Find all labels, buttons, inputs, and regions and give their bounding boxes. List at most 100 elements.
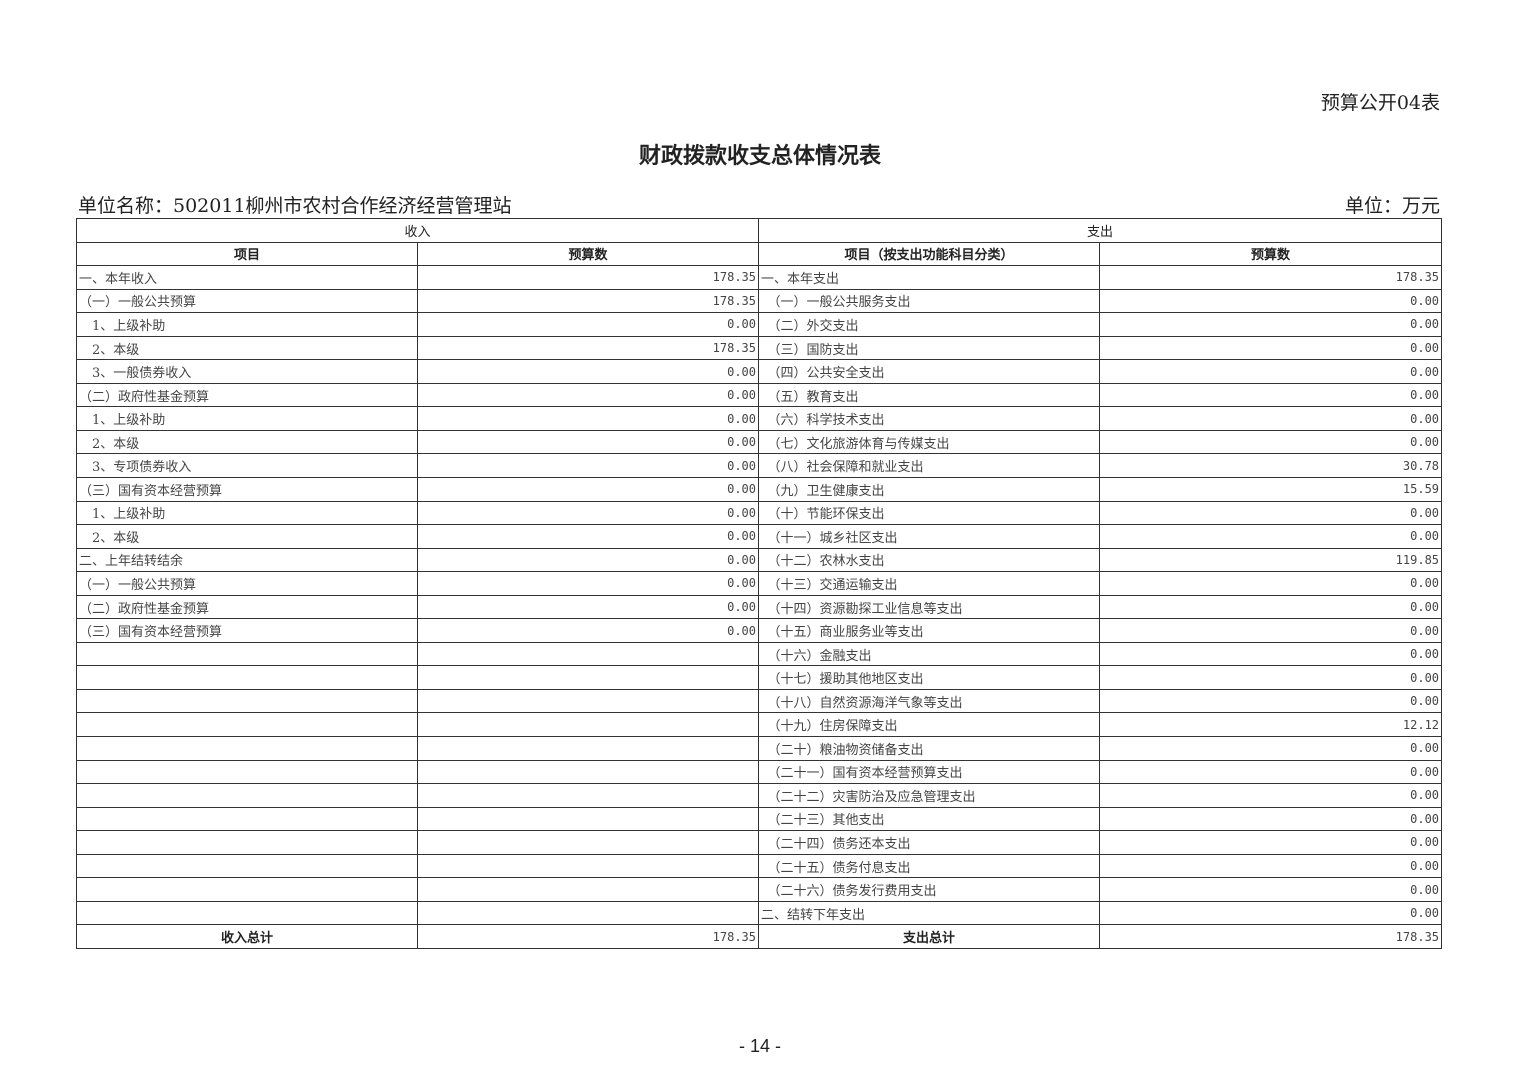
expense-value: 0.00 (1099, 665, 1443, 690)
income-item: （三）国有资本经营预算 (76, 618, 418, 643)
expense-value: 0.00 (1099, 571, 1443, 596)
income-value: 0.00 (416, 500, 760, 526)
expense-item: （四）公共安全支出 (758, 359, 1101, 384)
income-value (416, 665, 760, 690)
table-row: 2、本级 178.35 （三）国防支出 0.00 (76, 335, 1443, 361)
page-number: - 14 - (738, 1036, 781, 1056)
budget-table: 收入 支出 项目 预算数 项目（按支出功能科目分类） 预算数 一、本年收入 178… (75, 218, 1443, 949)
form-code: 预算公开04表 (1320, 92, 1440, 114)
expense-item: （五）教育支出 (758, 382, 1101, 408)
expense-total-label: 支出总计 (758, 924, 1101, 949)
income-item: 2、本级 (76, 524, 418, 549)
table-row: （二十）粮油物资储备支出 0.00 (76, 736, 1443, 761)
expense-item: （十七）援助其他地区支出 (758, 665, 1101, 690)
income-value: 0.00 (416, 618, 760, 643)
table-row: 2、本级 0.00 （七）文化旅游体育与传媒支出 0.00 (76, 429, 1443, 455)
expense-item: （一）一般公共服务支出 (758, 288, 1101, 314)
expense-item-header: 项目（按支出功能科目分类） (758, 241, 1101, 267)
expense-item: （十九）住房保障支出 (758, 712, 1101, 738)
table-row: （三）国有资本经营预算 0.00 （十五）商业服务业等支出 0.00 (76, 618, 1443, 643)
expense-item: 一、本年支出 (758, 265, 1101, 290)
income-value: 0.00 (416, 312, 760, 337)
income-item: 1、上级补助 (76, 312, 418, 337)
expense-value: 0.00 (1099, 524, 1443, 549)
expense-item: （十六）金融支出 (758, 641, 1101, 667)
income-value (416, 877, 760, 902)
table-row: 2、本级 0.00 （十一）城乡社区支出 0.00 (76, 524, 1443, 549)
income-value (416, 783, 760, 808)
table-row: （二十二）灾害防治及应急管理支出 0.00 (76, 783, 1443, 808)
table-row: （二十三）其他支出 0.00 (76, 806, 1443, 832)
income-total-label: 收入总计 (76, 924, 418, 949)
expense-value: 0.00 (1099, 783, 1443, 808)
page-title: 财政拨款收支总体情况表 (638, 143, 881, 169)
income-item (76, 712, 418, 738)
expense-item: （十）节能环保支出 (758, 500, 1101, 526)
expense-value: 15.59 (1099, 477, 1443, 502)
table-row: 1、上级补助 0.00 （六）科学技术支出 0.00 (76, 406, 1443, 431)
income-item: 2、本级 (76, 335, 418, 361)
expense-value: 0.00 (1099, 877, 1443, 902)
expense-item: （二十）粮油物资储备支出 (758, 736, 1101, 761)
expense-item: （二十三）其他支出 (758, 806, 1101, 832)
income-item: （二）政府性基金预算 (76, 382, 418, 408)
table-row: （二）政府性基金预算 0.00 （十四）资源勘探工业信息等支出 0.00 (76, 594, 1443, 620)
income-value: 0.00 (416, 382, 760, 408)
expense-value: 0.00 (1099, 406, 1443, 431)
income-item (76, 830, 418, 855)
expense-item: （二十二）灾害防治及应急管理支出 (758, 783, 1101, 808)
income-header: 收入 (75, 218, 760, 243)
income-value: 0.00 (416, 571, 760, 596)
income-value (416, 688, 760, 714)
income-item (76, 877, 418, 902)
income-value: 0.00 (416, 429, 760, 455)
income-value: 0.00 (416, 524, 760, 549)
column-header-row: 项目 预算数 项目（按支出功能科目分类） 预算数 (76, 241, 1443, 267)
income-item (76, 900, 418, 926)
table-row: （二十四）债务还本支出 0.00 (76, 830, 1443, 855)
expense-total-value: 178.35 (1099, 924, 1443, 949)
expense-value: 12.12 (1099, 712, 1443, 738)
expense-value: 0.00 (1099, 641, 1443, 667)
income-value: 0.00 (416, 477, 760, 502)
expense-item: （十八）自然资源海洋气象等支出 (758, 688, 1101, 714)
expense-item: （十四）资源勘探工业信息等支出 (758, 594, 1101, 620)
income-value: 0.00 (416, 594, 760, 620)
income-item (76, 759, 418, 785)
income-value (416, 853, 760, 879)
income-value: 178.35 (416, 288, 760, 314)
expense-item: （八）社会保障和就业支出 (758, 453, 1101, 479)
income-item (76, 783, 418, 808)
table-row: 3、一般债券收入 0.00 （四）公共安全支出 0.00 (76, 359, 1443, 384)
income-item (76, 641, 418, 667)
expense-item: （二十一）国有资本经营预算支出 (758, 759, 1101, 785)
expense-value: 0.00 (1099, 853, 1443, 879)
income-value (416, 736, 760, 761)
table-row: （十八）自然资源海洋气象等支出 0.00 (76, 688, 1443, 714)
table-row: （二）政府性基金预算 0.00 （五）教育支出 0.00 (76, 382, 1443, 408)
income-item: （一）一般公共预算 (76, 571, 418, 596)
table-row: （一）一般公共预算 178.35 （一）一般公共服务支出 0.00 (76, 288, 1443, 314)
income-value (416, 759, 760, 785)
expense-value: 0.00 (1099, 688, 1443, 714)
income-value (416, 900, 760, 926)
expense-value: 0.00 (1099, 359, 1443, 384)
expense-item: （三）国防支出 (758, 335, 1101, 361)
income-item (76, 665, 418, 690)
income-item (76, 736, 418, 761)
table-row: 二、上年结转结余 0.00 （十二）农林水支出 119.85 (76, 547, 1443, 573)
income-value: 0.00 (416, 453, 760, 479)
table-row: （二十五）债务付息支出 0.00 (76, 853, 1443, 879)
table-row: （十六）金融支出 0.00 (76, 641, 1443, 667)
income-item: 1、上级补助 (76, 500, 418, 526)
expense-item: （十二）农林水支出 (758, 547, 1101, 573)
income-item: 2、本级 (76, 429, 418, 455)
income-value (416, 712, 760, 738)
total-row: 收入总计 178.35 支出总计 178.35 (76, 924, 1443, 949)
table-row: （二十六）债务发行费用支出 0.00 (76, 877, 1443, 902)
table-row: 1、上级补助 0.00 （二）外交支出 0.00 (76, 312, 1443, 337)
expense-item: （二）外交支出 (758, 312, 1101, 337)
income-value: 178.35 (416, 335, 760, 361)
table-row: 1、上级补助 0.00 （十）节能环保支出 0.00 (76, 500, 1443, 526)
income-item (76, 806, 418, 832)
